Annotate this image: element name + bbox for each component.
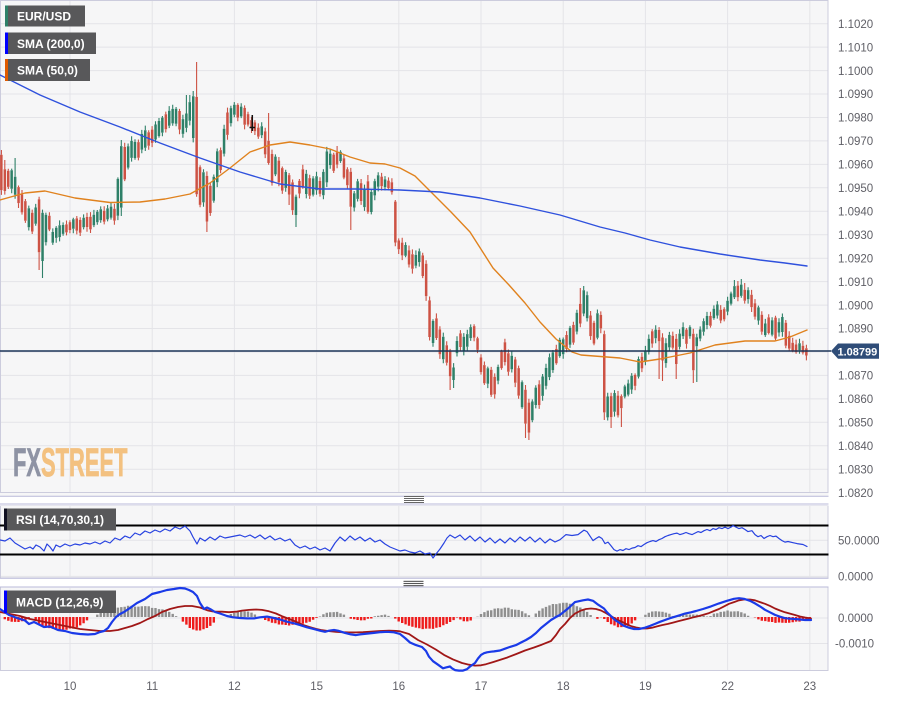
svg-text:1.0990: 1.0990 bbox=[838, 89, 873, 101]
svg-text:1.1010: 1.1010 bbox=[838, 42, 873, 54]
svg-text:1.0960: 1.0960 bbox=[838, 160, 873, 172]
svg-text:1.0900: 1.0900 bbox=[838, 300, 873, 312]
svg-text:23: 23 bbox=[803, 681, 816, 693]
svg-text:17: 17 bbox=[475, 681, 488, 693]
svg-text:1.0930: 1.0930 bbox=[838, 230, 873, 242]
svg-text:1.0950: 1.0950 bbox=[838, 183, 873, 195]
svg-text:SMA (200,0): SMA (200,0) bbox=[17, 37, 85, 51]
svg-text:1.08799: 1.08799 bbox=[838, 346, 878, 358]
svg-text:1.1000: 1.1000 bbox=[838, 66, 873, 78]
svg-text:-0.0010: -0.0010 bbox=[835, 639, 874, 651]
svg-text:12: 12 bbox=[228, 681, 241, 693]
svg-text:0.0000: 0.0000 bbox=[838, 572, 873, 584]
svg-text:1.0840: 1.0840 bbox=[838, 441, 873, 453]
svg-text:1.0890: 1.0890 bbox=[838, 324, 873, 336]
svg-text:1.0940: 1.0940 bbox=[838, 207, 873, 219]
svg-text:SMA (50,0): SMA (50,0) bbox=[17, 64, 78, 78]
svg-text:1.0830: 1.0830 bbox=[838, 464, 873, 476]
svg-text:11: 11 bbox=[146, 681, 158, 693]
svg-text:1.0850: 1.0850 bbox=[838, 418, 873, 430]
svg-text:18: 18 bbox=[557, 681, 570, 693]
svg-text:RSI (14,70,30,1): RSI (14,70,30,1) bbox=[16, 513, 104, 527]
svg-text:16: 16 bbox=[392, 681, 405, 693]
svg-text:1.0860: 1.0860 bbox=[838, 394, 873, 406]
svg-text:50.0000: 50.0000 bbox=[838, 536, 880, 548]
svg-text:22: 22 bbox=[721, 681, 734, 693]
svg-text:19: 19 bbox=[639, 681, 652, 693]
svg-text:1.0920: 1.0920 bbox=[838, 253, 873, 265]
svg-text:1.0870: 1.0870 bbox=[838, 371, 873, 383]
svg-text:15: 15 bbox=[310, 681, 323, 693]
svg-text:1.0820: 1.0820 bbox=[838, 488, 873, 500]
svg-text:0.0000: 0.0000 bbox=[838, 613, 873, 625]
svg-text:FXSTREET: FXSTREET bbox=[13, 440, 128, 485]
svg-text:1.0980: 1.0980 bbox=[838, 113, 873, 125]
svg-text:MACD (12,26,9): MACD (12,26,9) bbox=[16, 595, 103, 609]
svg-text:1.0910: 1.0910 bbox=[838, 277, 873, 289]
svg-text:1.0970: 1.0970 bbox=[838, 136, 873, 148]
svg-text:EUR/USD: EUR/USD bbox=[17, 10, 71, 24]
svg-text:10: 10 bbox=[64, 681, 77, 693]
svg-text:1.1020: 1.1020 bbox=[838, 19, 873, 31]
